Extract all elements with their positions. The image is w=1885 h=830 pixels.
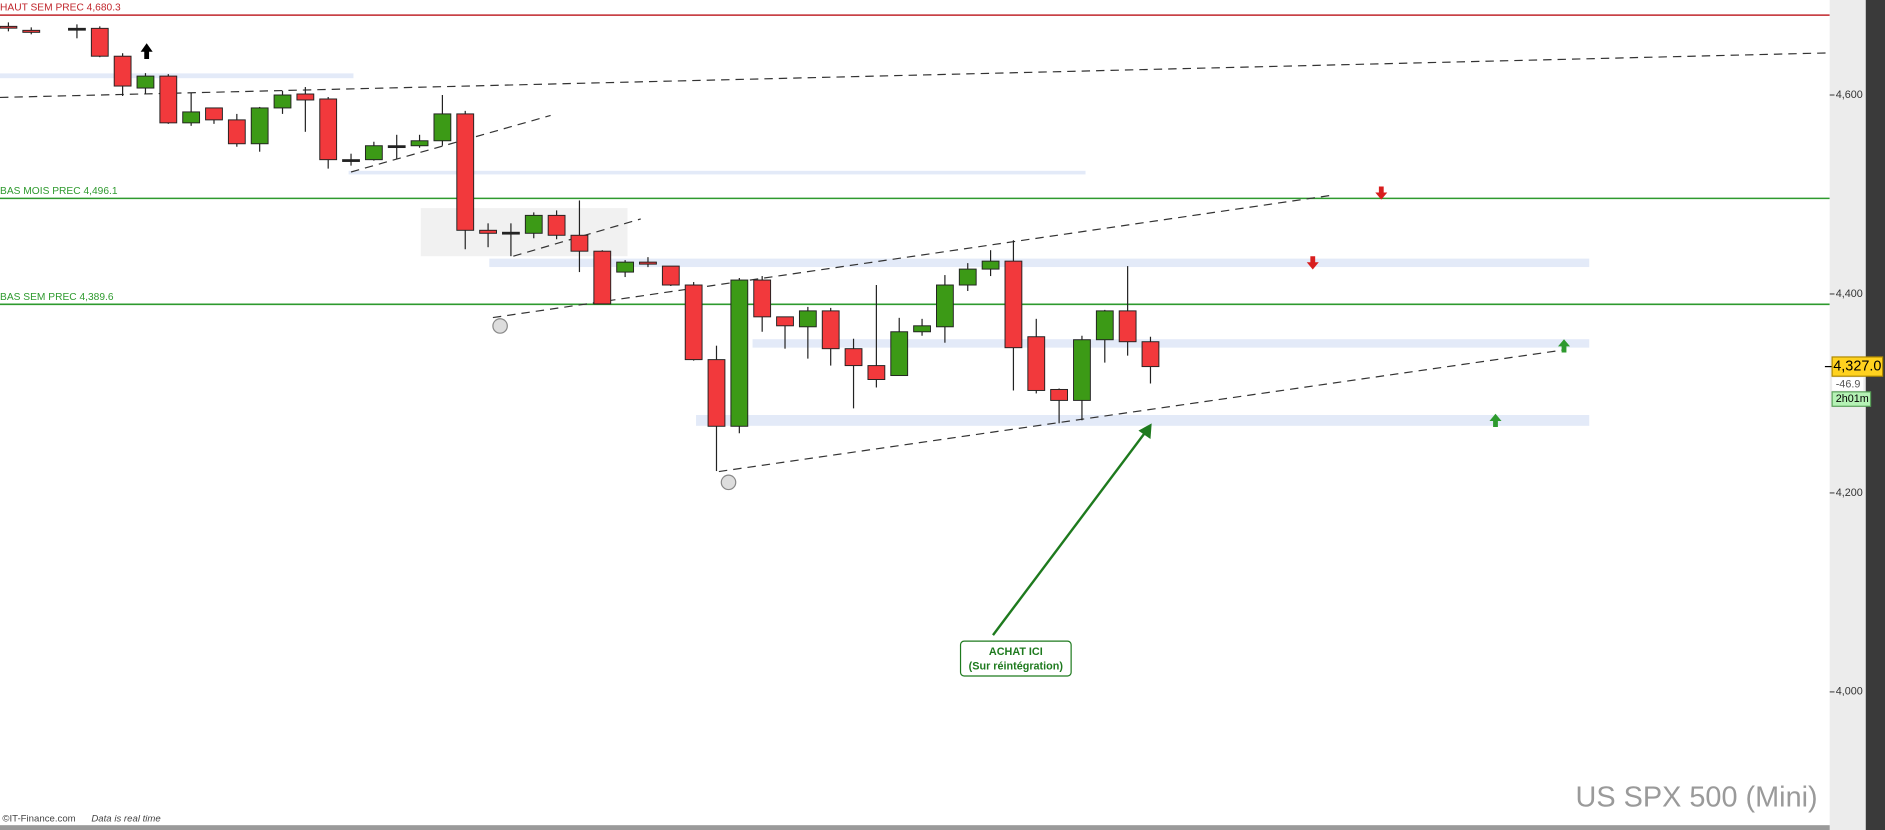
plot-area bbox=[0, 0, 1830, 825]
arrow-down bbox=[1375, 186, 1388, 200]
candle-body bbox=[684, 284, 703, 361]
trend-line bbox=[513, 218, 641, 257]
candle-body bbox=[319, 98, 338, 161]
arrow-down bbox=[1306, 256, 1319, 270]
candle-body bbox=[981, 260, 1000, 270]
axis-panel bbox=[1829, 0, 1866, 830]
last-price-label: 4,327.0 bbox=[1833, 358, 1881, 374]
candle-body bbox=[113, 55, 132, 87]
level-label: HAUT SEM PREC 4,680.3 bbox=[0, 3, 121, 14]
candle-body bbox=[707, 359, 726, 427]
markers: ACHAT ICI (Sur réintégration) bbox=[140, 43, 1571, 677]
candle-body bbox=[890, 331, 909, 377]
candle-body bbox=[1004, 260, 1023, 349]
timer-box bbox=[1831, 391, 1872, 407]
candles bbox=[0, 22, 1160, 472]
candle-body bbox=[616, 261, 635, 273]
change-box bbox=[1832, 377, 1864, 391]
change-label: -46.9 bbox=[1836, 378, 1861, 390]
level-label: BAS MOIS PREC 4,496.1 bbox=[0, 186, 118, 197]
candle-body bbox=[250, 107, 269, 145]
candle-body bbox=[456, 113, 475, 231]
candle-body bbox=[639, 261, 657, 265]
candle-body bbox=[844, 348, 863, 367]
footer: Data is real time bbox=[91, 814, 160, 825]
candle-body bbox=[1118, 310, 1137, 343]
candle-body bbox=[913, 325, 931, 333]
candle-body bbox=[342, 159, 360, 162]
candle-body bbox=[867, 365, 886, 380]
axis-edge bbox=[1865, 0, 1885, 830]
candle-body bbox=[798, 310, 817, 328]
annotation-text: ACHAT ICI bbox=[989, 646, 1043, 658]
zone bbox=[752, 339, 1590, 348]
candle-body bbox=[661, 265, 680, 286]
arrow-up bbox=[1489, 413, 1502, 428]
candle-body bbox=[182, 111, 201, 124]
trend-lines bbox=[0, 52, 1828, 473]
watermark: US SPX 500 (Mini) bbox=[1576, 781, 1818, 813]
candle-body bbox=[1141, 341, 1160, 368]
zone bbox=[489, 258, 1590, 268]
timer-label: 2h01m bbox=[1836, 393, 1869, 405]
arrow-up bbox=[1558, 339, 1571, 353]
y-tick-label: 4,200 bbox=[1836, 487, 1863, 499]
zone bbox=[348, 170, 1086, 175]
candle-body bbox=[502, 231, 520, 235]
candle-body bbox=[958, 268, 977, 286]
arrow-up bbox=[140, 43, 153, 59]
y-axis: 4,000 4,200 4,400 4,600 bbox=[1829, 89, 1863, 698]
candle-body bbox=[1027, 336, 1046, 391]
candle-body bbox=[776, 316, 794, 327]
marker-circle bbox=[492, 318, 508, 334]
x-axis-bar bbox=[0, 825, 1830, 830]
candle-body bbox=[570, 234, 589, 252]
annotation-text: (Sur réintégration) bbox=[969, 660, 1064, 672]
candle-body bbox=[1050, 388, 1069, 401]
candle-body bbox=[821, 310, 840, 350]
candle-body bbox=[159, 75, 178, 124]
annotation-box bbox=[959, 640, 1072, 677]
annotation-arrow bbox=[992, 431, 1147, 636]
candle-body bbox=[593, 250, 612, 305]
candle-body bbox=[524, 214, 543, 234]
candle-body bbox=[936, 284, 954, 328]
levels: HAUT SEM PREC 4,680.3 BAS MOIS PREC 4,496… bbox=[0, 3, 1830, 306]
trend-line bbox=[718, 349, 1563, 473]
zone bbox=[696, 415, 1590, 426]
candle-body bbox=[753, 279, 772, 318]
last-price-box bbox=[1831, 356, 1884, 377]
zone bbox=[420, 208, 628, 257]
level-label: BAS SEM PREC 4,389.6 bbox=[0, 292, 114, 303]
candle-body bbox=[273, 94, 292, 109]
marker-circle bbox=[720, 474, 737, 491]
candle-body bbox=[136, 75, 155, 89]
candle-body bbox=[387, 145, 406, 149]
candle-body bbox=[364, 145, 383, 161]
annotation-arrowhead bbox=[1138, 423, 1152, 440]
candle-body bbox=[0, 25, 18, 29]
candle-body bbox=[90, 27, 109, 57]
y-tick-label: 4,400 bbox=[1836, 288, 1863, 300]
trend-line bbox=[350, 114, 551, 173]
trend-line bbox=[0, 52, 1828, 99]
candle-body bbox=[1095, 310, 1114, 341]
candle-body bbox=[547, 214, 566, 236]
footer: ©IT-Finance.com bbox=[2, 814, 75, 825]
candle-body bbox=[22, 29, 41, 33]
candle-body bbox=[730, 279, 749, 427]
candle-body bbox=[410, 140, 429, 147]
y-tick-label: 4,600 bbox=[1836, 89, 1863, 101]
candle-body bbox=[68, 27, 86, 31]
candle-body bbox=[296, 93, 315, 101]
candle-body bbox=[1073, 339, 1091, 401]
candle-body bbox=[227, 119, 246, 145]
candle-body bbox=[433, 113, 452, 142]
y-tick-label: 4,000 bbox=[1836, 686, 1863, 698]
candle-body bbox=[479, 229, 497, 234]
trend-line bbox=[492, 194, 1335, 319]
zones bbox=[0, 73, 1590, 426]
candle-body bbox=[205, 107, 223, 121]
